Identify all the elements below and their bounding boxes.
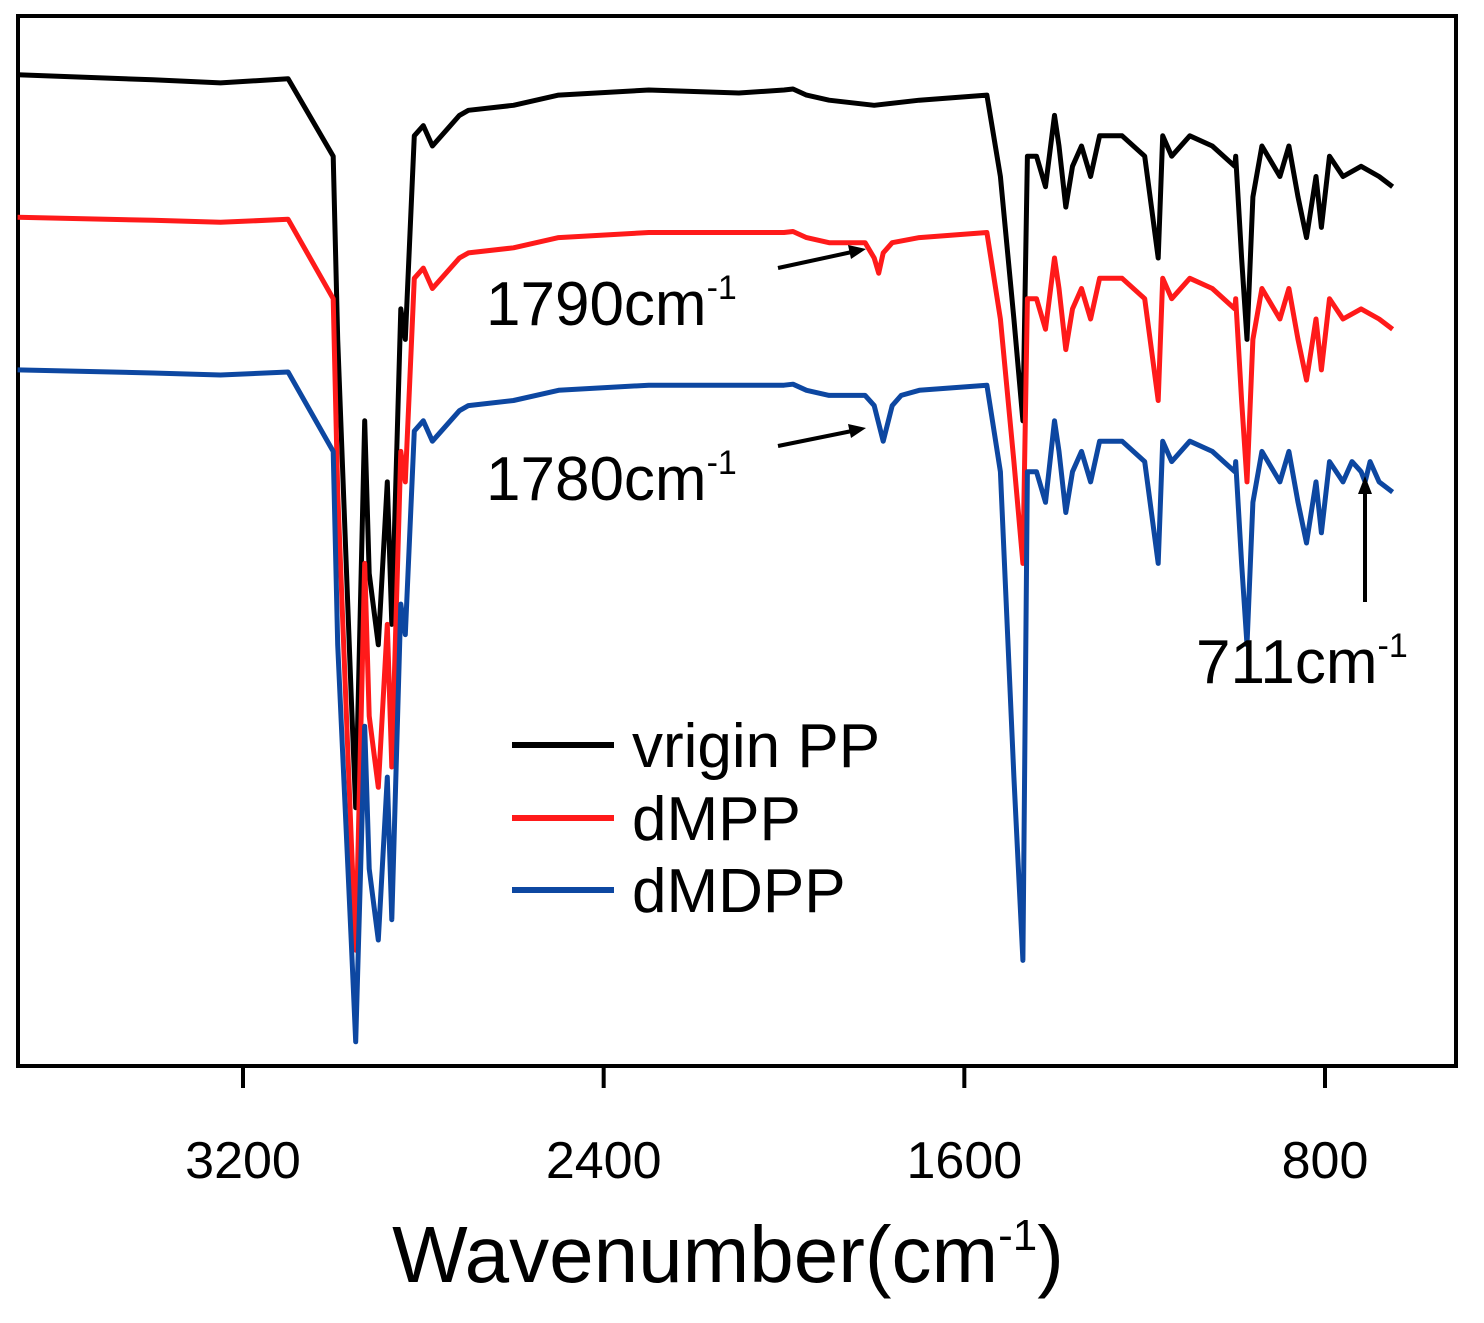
- annotation-1790-label: 1790cm-1: [486, 269, 737, 339]
- annotation-711: 711cm-1: [1196, 476, 1408, 697]
- x-axis: 3200 2400 1600 800: [185, 1066, 1368, 1190]
- plot-frame: [16, 14, 1458, 1068]
- annotation-1790-arrow: [777, 250, 853, 270]
- annotation-1790-arrowhead: [848, 245, 866, 259]
- x-axis-title-text: Wavenumber(cm: [392, 1210, 998, 1299]
- annotation-1780-text: 1780cm: [486, 445, 707, 514]
- annotation-1780: 1780cm-1: [486, 424, 866, 514]
- x-tick-label-800: 800: [1282, 1132, 1369, 1190]
- annotation-1790: 1790cm-1: [486, 245, 866, 339]
- x-tick-label-3200: 3200: [185, 1132, 301, 1190]
- annotation-1780-arrow: [777, 429, 853, 448]
- series-line-dmpp: [17, 214, 1395, 953]
- legend-label-vrigin-pp: vrigin PP: [632, 712, 880, 781]
- annotation-1780-arrowhead: [848, 424, 866, 438]
- annotation-711-arrowhead: [1358, 476, 1372, 494]
- series-layer: [17, 72, 1395, 1045]
- annotation-1790-text: 1790cm: [486, 270, 707, 339]
- annotation-1780-sup: -1: [707, 444, 737, 482]
- legend-label-dmdpp: dMDPP: [632, 857, 846, 926]
- x-tick-label-1600: 1600: [906, 1132, 1022, 1190]
- x-axis-title-close: ): [1037, 1210, 1064, 1299]
- annotation-711-text: 711cm: [1196, 628, 1378, 697]
- x-axis-title: Wavenumber(cm-1): [392, 1210, 1064, 1299]
- series-line-dmdpp: [17, 367, 1395, 1045]
- legend: vrigin PP dMPP dMDPP: [512, 712, 880, 926]
- legend-label-dmpp: dMPP: [632, 785, 801, 854]
- x-axis-title-sup: -1: [998, 1211, 1037, 1260]
- annotation-711-sup: -1: [1378, 627, 1408, 665]
- annotation-1780-label: 1780cm-1: [486, 444, 737, 514]
- x-tick-label-2400: 2400: [546, 1132, 662, 1190]
- annotation-1790-sup: -1: [707, 269, 737, 307]
- series-line-vrigin-pp: [17, 72, 1395, 811]
- annotation-711-label: 711cm-1: [1196, 627, 1408, 697]
